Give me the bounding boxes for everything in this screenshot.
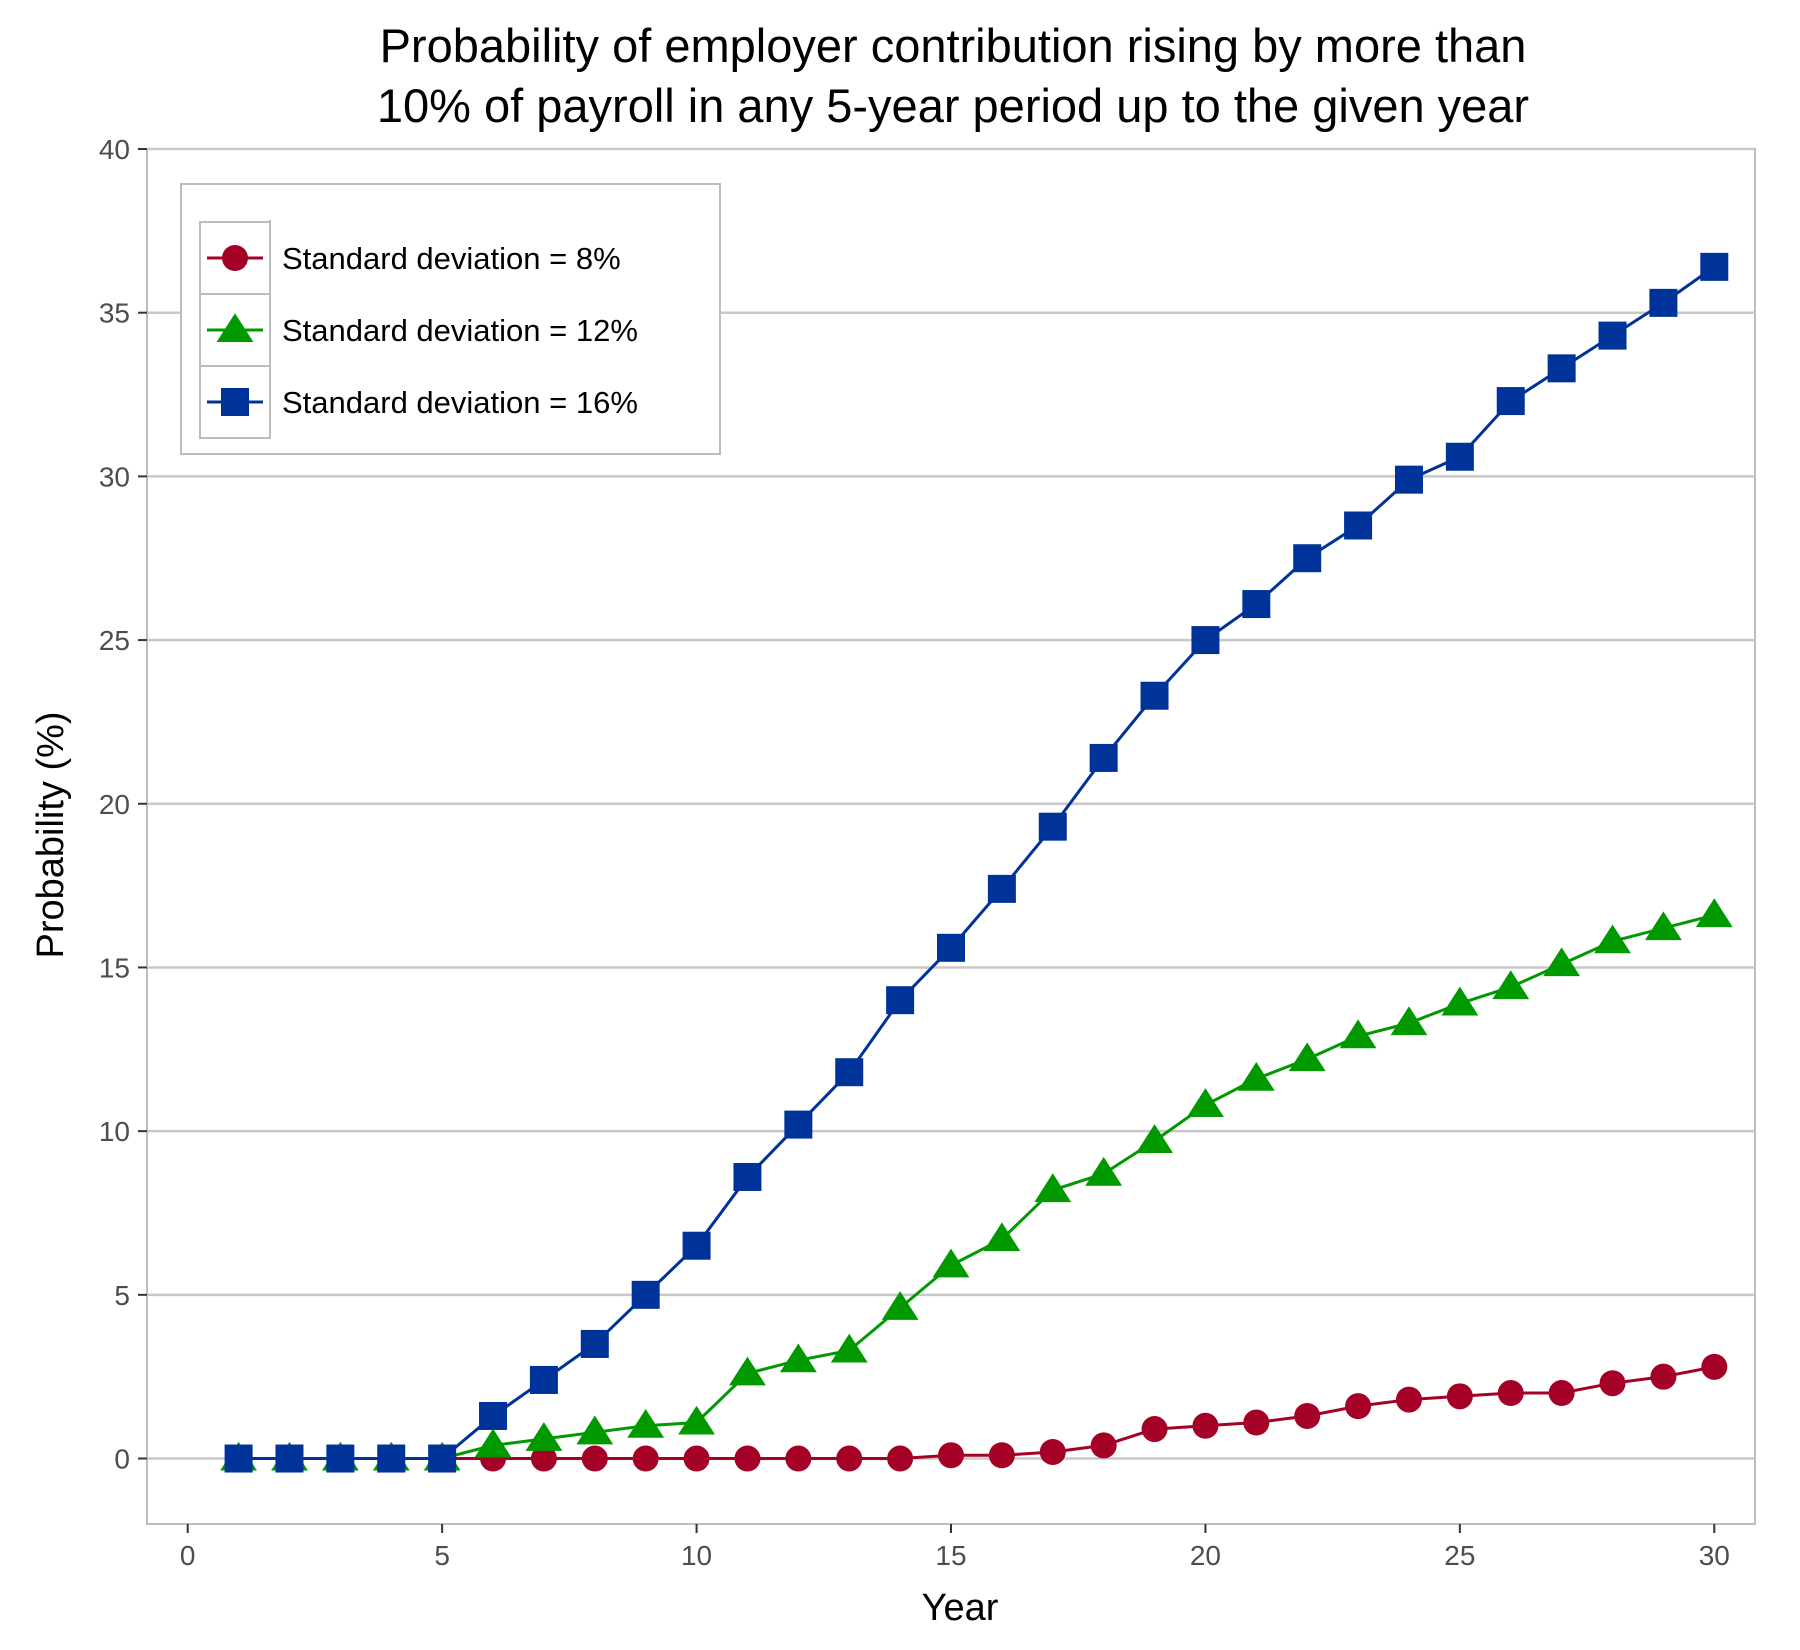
data-point [1242,590,1270,618]
x-tick-label: 30 [1699,1540,1730,1571]
chart-title: Probability of employer contribution ris… [377,19,1529,132]
data-point [1549,1380,1575,1406]
data-point [1497,387,1525,415]
data-point [1446,443,1474,471]
y-tick-label: 5 [114,1280,130,1311]
data-point [225,1445,253,1473]
data-point [530,1366,558,1394]
y-tick-label: 30 [99,461,130,492]
data-point [734,1446,760,1472]
data-point [1700,253,1728,281]
y-tick-label: 15 [99,952,130,983]
data-point [581,1330,609,1358]
data-point [1294,1403,1320,1429]
data-point [377,1445,405,1473]
data-point [479,1402,507,1430]
data-point [1344,511,1372,539]
data-point [1600,1370,1626,1396]
x-tick-label: 25 [1444,1540,1475,1571]
y-tick-label: 20 [99,789,130,820]
legend-label: Standard deviation = 16% [282,385,638,420]
data-point [1396,1387,1422,1413]
x-tick-label: 10 [681,1540,712,1571]
data-point [1599,322,1627,350]
data-point [1243,1410,1269,1436]
data-point [1395,466,1423,494]
data-point [1039,813,1067,841]
data-point [633,1446,659,1472]
x-tick-label: 20 [1190,1540,1221,1571]
data-point [326,1445,354,1473]
data-point [1447,1383,1473,1409]
data-point [835,1058,863,1086]
data-point [784,1111,812,1139]
data-point [937,934,965,962]
data-point [1142,1416,1168,1442]
data-point [886,986,914,1014]
data-point [785,1446,811,1472]
data-point [887,1446,913,1472]
data-point [988,875,1016,903]
chart-title-line-2: 10% of payroll in any 5-year period up t… [377,79,1529,132]
y-axis-title: Probability (%) [30,711,72,958]
data-point [1191,626,1219,654]
y-tick-label: 35 [99,298,130,329]
legend-label: Standard deviation = 8% [282,241,621,276]
data-point [1649,289,1677,317]
data-point [1293,544,1321,572]
data-point [1040,1439,1066,1465]
legend-key-marker [222,245,248,271]
data-point [428,1445,456,1473]
data-point [632,1281,660,1309]
data-point [1548,354,1576,382]
data-point [1091,1432,1117,1458]
data-point [1192,1413,1218,1439]
legend-label: Standard deviation = 12% [282,313,638,348]
data-point [684,1446,710,1472]
data-point [938,1442,964,1468]
data-point [1090,744,1118,772]
legend-key-marker [221,388,249,416]
data-point [683,1232,711,1260]
x-tick-label: 15 [935,1540,966,1571]
x-tick-label: 0 [180,1540,196,1571]
x-tick-label: 5 [434,1540,450,1571]
data-point [1141,682,1169,710]
chart-title-line-1: Probability of employer contribution ris… [380,19,1527,72]
y-tick-label: 0 [114,1444,130,1475]
data-point [275,1445,303,1473]
data-point [582,1446,608,1472]
legend: Standard deviation = 8% Standard deviatio… [181,184,720,454]
x-axis-title: Year [922,1587,999,1629]
data-point [1701,1354,1727,1380]
data-point [836,1446,862,1472]
data-point [1498,1380,1524,1406]
data-point [989,1442,1015,1468]
y-tick-label: 40 [99,134,130,165]
y-tick-label: 10 [99,1116,130,1147]
data-point [1650,1364,1676,1390]
data-point [733,1163,761,1191]
y-tick-label: 25 [99,625,130,656]
data-point [1345,1393,1371,1419]
